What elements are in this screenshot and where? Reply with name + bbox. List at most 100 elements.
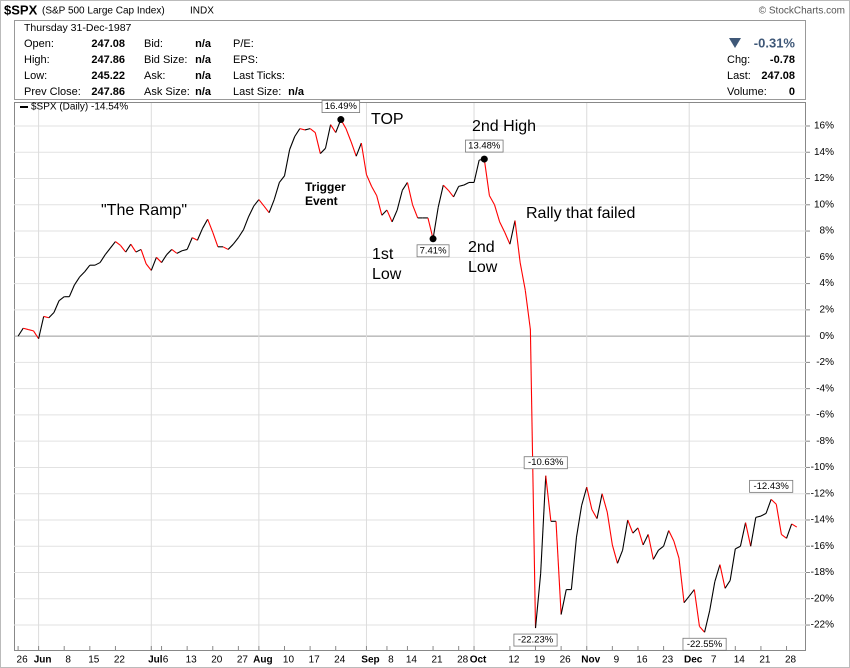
value-label-box: [682, 637, 727, 651]
x-tick-label: 24: [334, 655, 346, 666]
price-segment: [499, 221, 506, 233]
price-segment: [616, 549, 624, 564]
field-label: Ask:: [144, 70, 165, 82]
price-segment: [381, 209, 388, 216]
field-value: n/a: [288, 86, 305, 98]
x-tick-label: 13: [186, 655, 198, 666]
field-label: Ask Size:: [144, 86, 190, 98]
price-segment: [371, 186, 378, 196]
price-segment: [463, 181, 470, 186]
price-segment: [258, 199, 265, 207]
field-label: Last Size:: [233, 86, 281, 98]
field-label: Last Ticks:: [233, 70, 285, 82]
price-segment: [355, 142, 362, 157]
price-segment: [294, 128, 301, 137]
y-tick-label: -12%: [811, 488, 834, 499]
y-tick-label: -4%: [816, 383, 834, 394]
price-segment: [299, 128, 306, 131]
price-segment: [109, 241, 116, 249]
x-tick-label: Sep: [361, 655, 379, 666]
y-tick-label: 12%: [814, 173, 834, 184]
price-segment: [432, 207, 439, 239]
price-segment: [760, 512, 767, 517]
symbol: $SPX: [4, 2, 38, 17]
field-value: 0: [789, 86, 795, 98]
field-value: 245.22: [91, 70, 125, 82]
price-segment: [519, 262, 526, 291]
price-segment: [156, 256, 162, 263]
y-tick-label: 4%: [820, 278, 835, 289]
x-tick-label: 21: [759, 655, 771, 666]
price-segment: [647, 534, 654, 560]
x-tick-label: Jun: [34, 655, 52, 666]
x-tick-label: 22: [114, 655, 126, 666]
price-segment: [693, 589, 700, 627]
date: Thursday 31-Dec-1987: [24, 22, 132, 34]
x-tick-label: 8: [388, 655, 394, 666]
price-segment: [606, 512, 613, 546]
field-label: Open:: [24, 38, 54, 50]
point-marker: [337, 116, 345, 124]
price-segment: [202, 218, 209, 229]
price-segment: [104, 247, 111, 256]
price-segment: [663, 530, 670, 547]
price-segment: [207, 219, 214, 233]
price-segment: [699, 625, 705, 633]
x-tick-label: Aug: [253, 655, 272, 666]
field-label: Last:: [727, 70, 751, 82]
price-segment: [524, 290, 531, 330]
x-tick-label: 27: [237, 655, 249, 666]
price-segment: [540, 475, 547, 574]
x-tick-label: Oct: [470, 655, 487, 666]
price-segment: [237, 229, 244, 238]
legend-label: $SPX (Daily) -14.54%: [31, 102, 128, 113]
field-value: 247.86: [91, 86, 125, 98]
price-segment: [130, 243, 137, 253]
price-segment: [48, 312, 55, 319]
annotation: Low: [372, 266, 402, 283]
plot-frame: [14, 102, 806, 651]
price-segment: [360, 142, 367, 175]
x-tick-label: 14: [406, 655, 418, 666]
y-tick-label: 10%: [814, 199, 834, 210]
price-segment: [611, 544, 619, 564]
field-label: Prev Close:: [24, 86, 81, 98]
field-value: n/a: [195, 54, 212, 66]
price-segment: [704, 610, 711, 633]
price-segment: [652, 549, 659, 560]
price-segment: [120, 245, 127, 253]
price-segment: [309, 128, 316, 133]
x-tick-label: 7: [711, 655, 717, 666]
field-value: n/a: [195, 38, 212, 50]
price-segment: [115, 241, 121, 246]
price-segment: [125, 243, 132, 253]
x-tick-label: 20: [211, 655, 223, 666]
field-value: 247.08: [761, 70, 795, 82]
price-segment: [545, 475, 552, 522]
price-segment: [283, 149, 291, 176]
price-segment: [268, 199, 275, 213]
point-marker: [480, 155, 488, 163]
price-segment: [253, 199, 260, 207]
price-segment: [68, 284, 75, 297]
price-segment: [509, 220, 516, 245]
x-tick-label: 26: [17, 655, 29, 666]
field-value: n/a: [195, 70, 212, 82]
y-tick-label: -22%: [811, 620, 834, 631]
price-segment: [560, 589, 567, 615]
y-tick-label: 6%: [820, 252, 835, 263]
price-segment: [658, 545, 664, 551]
x-tick-label: Jul: [148, 655, 163, 666]
index-name: (S&P 500 Large Cap Index): [42, 6, 165, 17]
price-segment: [673, 540, 680, 559]
field-value: 247.08: [91, 38, 125, 50]
x-tick-label: 8: [65, 655, 71, 666]
price-segment: [28, 329, 34, 332]
price-segment: [637, 527, 644, 546]
y-tick-label: -14%: [811, 515, 834, 526]
price-segment: [17, 327, 24, 337]
price-segment: [412, 204, 419, 219]
price-segment: [401, 182, 408, 191]
x-tick-label: 16: [636, 655, 648, 666]
x-tick-label: 6: [163, 655, 169, 666]
